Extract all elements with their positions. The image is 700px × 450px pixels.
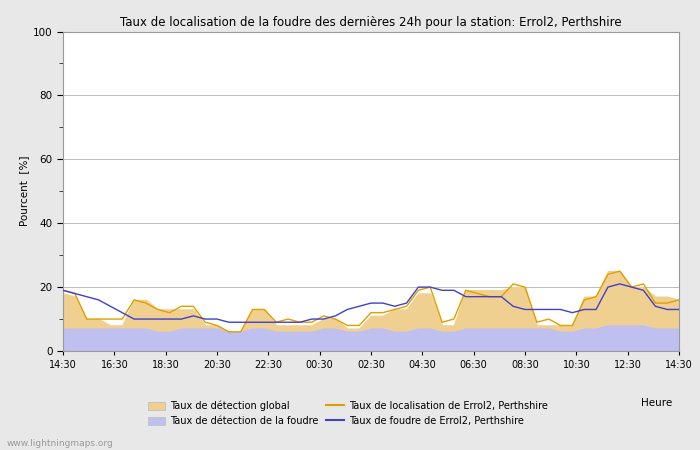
Legend: Taux de détection global, Taux de détection de la foudre, Taux de localisation d: Taux de détection global, Taux de détect…	[148, 400, 547, 426]
Text: Heure: Heure	[640, 398, 672, 408]
Title: Taux de localisation de la foudre des dernières 24h pour la station: Errol2, Per: Taux de localisation de la foudre des de…	[120, 16, 622, 29]
Y-axis label: Pourcent  [%]: Pourcent [%]	[19, 156, 29, 226]
Text: www.lightningmaps.org: www.lightningmaps.org	[7, 439, 113, 448]
